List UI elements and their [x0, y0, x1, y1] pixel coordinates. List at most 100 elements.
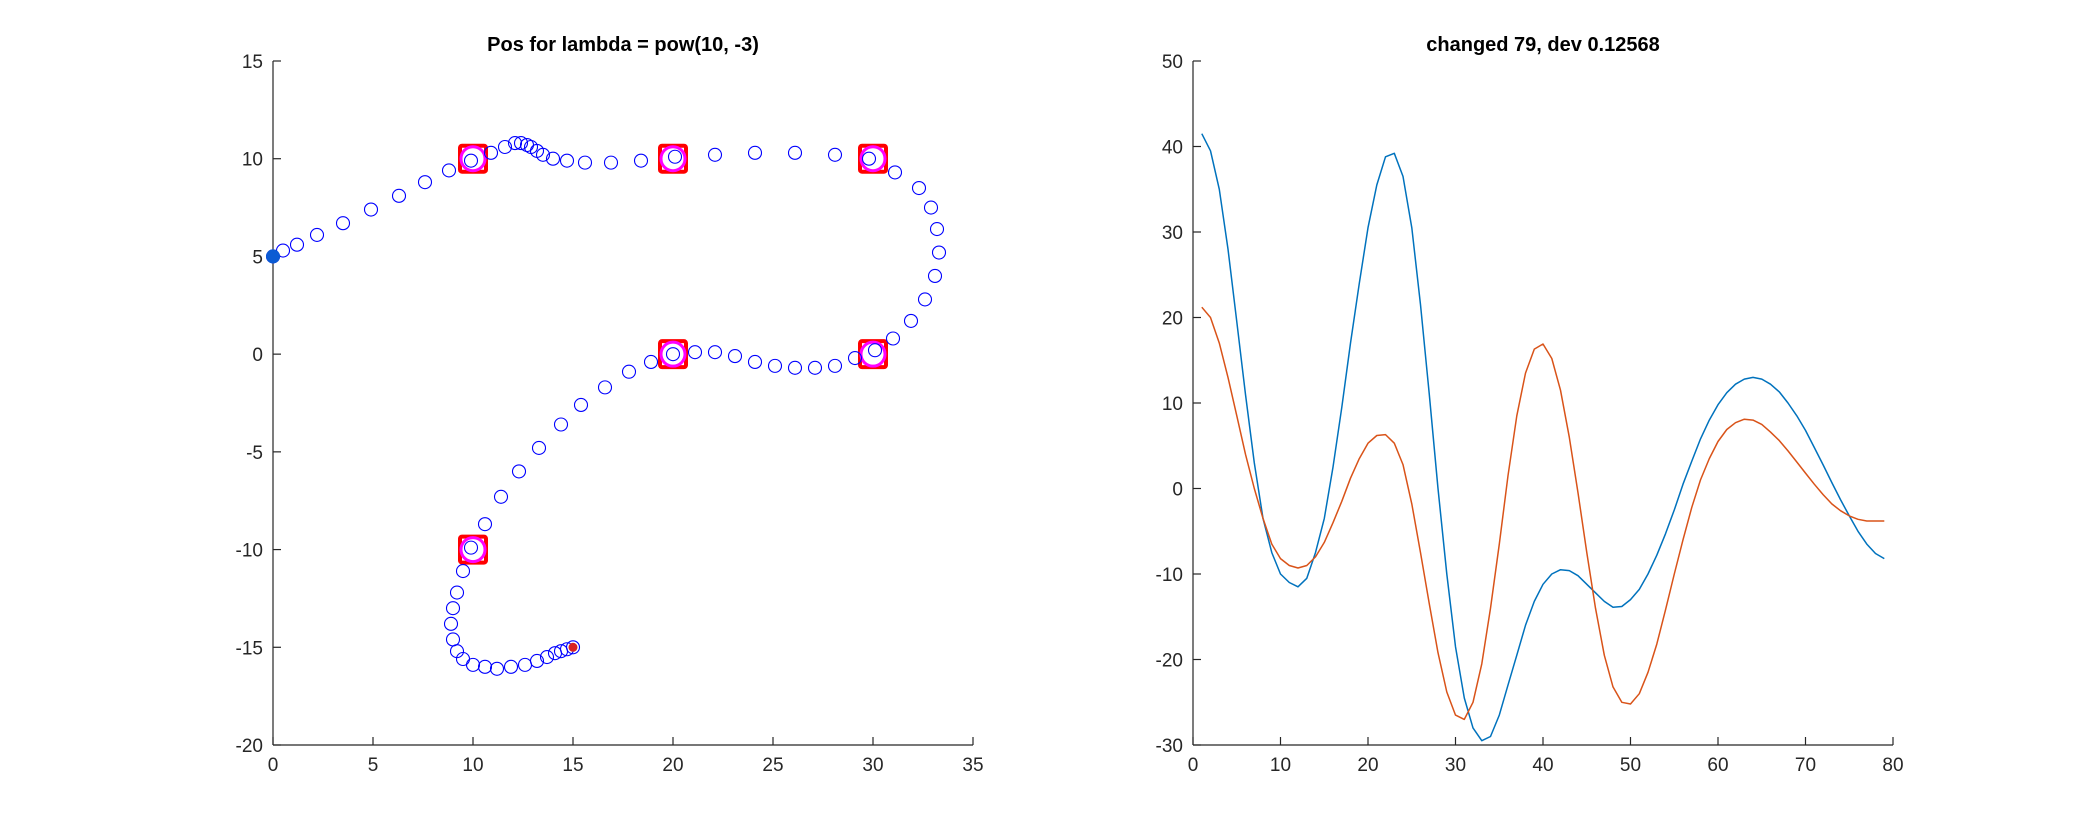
- path-point: [553, 417, 569, 432]
- position-plot-y-tick-label: 5: [252, 247, 263, 268]
- path-point: [867, 343, 883, 358]
- path-point: [477, 659, 493, 674]
- path-point: [463, 153, 479, 168]
- path-point: [449, 585, 465, 600]
- path-point: [463, 540, 479, 555]
- path-point: [535, 147, 551, 162]
- path-point: [827, 147, 843, 162]
- path-point: [545, 151, 561, 166]
- path-point: [513, 136, 529, 151]
- signal-plot-y-tick-label: 30: [1162, 223, 1183, 244]
- position-plot-y-tick-label: -10: [236, 541, 263, 562]
- path-point: [335, 216, 351, 231]
- position-plot-x-tick-label: 5: [368, 755, 379, 776]
- signal-plot-y-tick-label: -30: [1156, 736, 1183, 757]
- position-plot-x-tick-label: 15: [562, 755, 583, 776]
- signal-plot-y-tick-label: -20: [1156, 651, 1183, 672]
- position-plot-x-tick-label: 20: [662, 755, 683, 776]
- path-point: [483, 145, 499, 160]
- position-plot-y-tick-label: -15: [236, 638, 263, 659]
- signal-plot-x-tick-label: 20: [1357, 755, 1378, 776]
- position-plot-x-tick-label: 35: [962, 755, 983, 776]
- path-point: [529, 653, 545, 669]
- path-point: [887, 165, 903, 180]
- path-point: [565, 640, 581, 655]
- path-point: [417, 175, 433, 190]
- path-point: [621, 364, 637, 379]
- signal-plot-x-ticks: 0 10 20 30 40 50 60 70 80: [1188, 737, 1904, 776]
- signal-plot-y-tick-label: 0: [1172, 480, 1183, 501]
- end-point: [568, 642, 578, 652]
- signal-plot-y-tick-label: -10: [1156, 565, 1183, 586]
- path-point: [787, 360, 803, 375]
- path-point: [923, 200, 939, 215]
- position-plot-y-tick-label: 10: [242, 150, 263, 171]
- path-point: [289, 237, 305, 252]
- start-point: [266, 249, 280, 264]
- path-point: [573, 397, 589, 413]
- path-point: [497, 139, 513, 155]
- path-point: [489, 661, 505, 676]
- path-point: [827, 358, 843, 373]
- position-plot-x-tick-label: 10: [462, 755, 483, 776]
- position-plot-marks: [265, 136, 947, 676]
- waypoint-circle-marker: [659, 340, 687, 368]
- path-point: [747, 354, 763, 370]
- waypoint-circle-marker: [459, 536, 487, 564]
- path-point: [707, 147, 723, 162]
- signal-plot-y-tick-label: 40: [1162, 138, 1183, 159]
- path-point: [477, 517, 493, 532]
- position-plot-y-tick-label: -20: [236, 736, 263, 757]
- path-point: [931, 245, 947, 260]
- path-point: [363, 202, 379, 217]
- path-point: [559, 153, 575, 168]
- signal-plot: changed 79, dev 0.12568 0 10 20 30 40 50 60 70 8…: [1156, 34, 1904, 776]
- waypoint-circle-marker: [459, 145, 487, 173]
- path-point: [577, 155, 593, 170]
- position-plot-y-tick-label: -5: [246, 443, 263, 464]
- series-line-orange: [1201, 306, 1885, 721]
- signal-plot-y-tick-label: 20: [1162, 309, 1183, 330]
- path-point: [665, 347, 681, 362]
- path-point: [687, 345, 703, 360]
- path-point: [927, 268, 943, 284]
- signal-plot-title: changed 79, dev 0.12568: [1426, 34, 1659, 56]
- signal-plot-y-ticks: -30 -20 -10 0 10 20 30 40 50: [1156, 52, 1201, 757]
- path-point: [507, 136, 523, 151]
- path-point: [603, 155, 619, 170]
- path-point: [727, 349, 743, 364]
- path-point: [747, 145, 763, 160]
- path-point: [445, 601, 461, 616]
- position-plot-x-tick-label: 30: [862, 755, 883, 776]
- waypoint-circle-marker: [659, 145, 687, 173]
- position-plot-x-tick-label: 0: [268, 755, 279, 776]
- path-point: [443, 616, 459, 631]
- signal-plot-marks: [1201, 133, 1885, 742]
- position-plot-axes: [272, 61, 973, 746]
- position-plot-y-tick-label: 15: [242, 52, 263, 73]
- position-plot-x-tick-label: 25: [762, 755, 783, 776]
- signal-plot-x-tick-label: 70: [1795, 755, 1816, 776]
- path-point: [531, 440, 547, 455]
- path-point: [517, 657, 533, 672]
- waypoint-circle-marker: [859, 145, 887, 173]
- signal-plot-y-tick-label: 50: [1162, 52, 1183, 73]
- path-point: [597, 380, 613, 395]
- path-point: [633, 153, 649, 168]
- series-line-blue: [1201, 133, 1885, 742]
- path-point: [929, 222, 945, 237]
- path-point: [847, 351, 863, 366]
- path-point: [917, 292, 933, 307]
- signal-plot-x-tick-label: 30: [1445, 755, 1466, 776]
- path-point: [787, 145, 803, 160]
- position-plot-title: Pos for lambda = pow(10, -3): [487, 34, 759, 56]
- path-point: [707, 345, 723, 360]
- path-point: [861, 151, 877, 166]
- position-plot-y-ticks: -20 -15 -10 -5 0 5 10 15: [236, 52, 281, 757]
- waypoint-circle-marker: [859, 340, 887, 368]
- path-point: [643, 354, 659, 370]
- path-point: [885, 331, 901, 346]
- signal-plot-x-tick-label: 10: [1270, 755, 1291, 776]
- path-point: [807, 360, 823, 375]
